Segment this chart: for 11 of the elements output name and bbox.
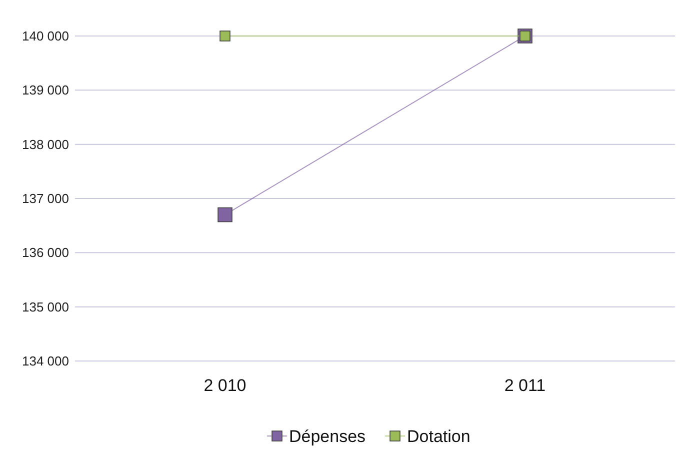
y-tick-label: 135 000: [22, 299, 69, 314]
y-tick-label: 134 000: [22, 354, 69, 369]
y-tick-label: 139 000: [22, 82, 69, 98]
y-tick-label: 138 000: [22, 136, 69, 152]
y-tick-label: 140 000: [22, 28, 69, 44]
y-tick-label: 136 000: [22, 245, 69, 260]
x-tick-label: 2 011: [504, 376, 546, 395]
legend-label: Dépenses: [289, 426, 366, 446]
y-tick-label: 137 000: [22, 191, 69, 206]
legend-label: Dotation: [407, 426, 470, 446]
x-tick-label: 2 010: [204, 376, 246, 395]
